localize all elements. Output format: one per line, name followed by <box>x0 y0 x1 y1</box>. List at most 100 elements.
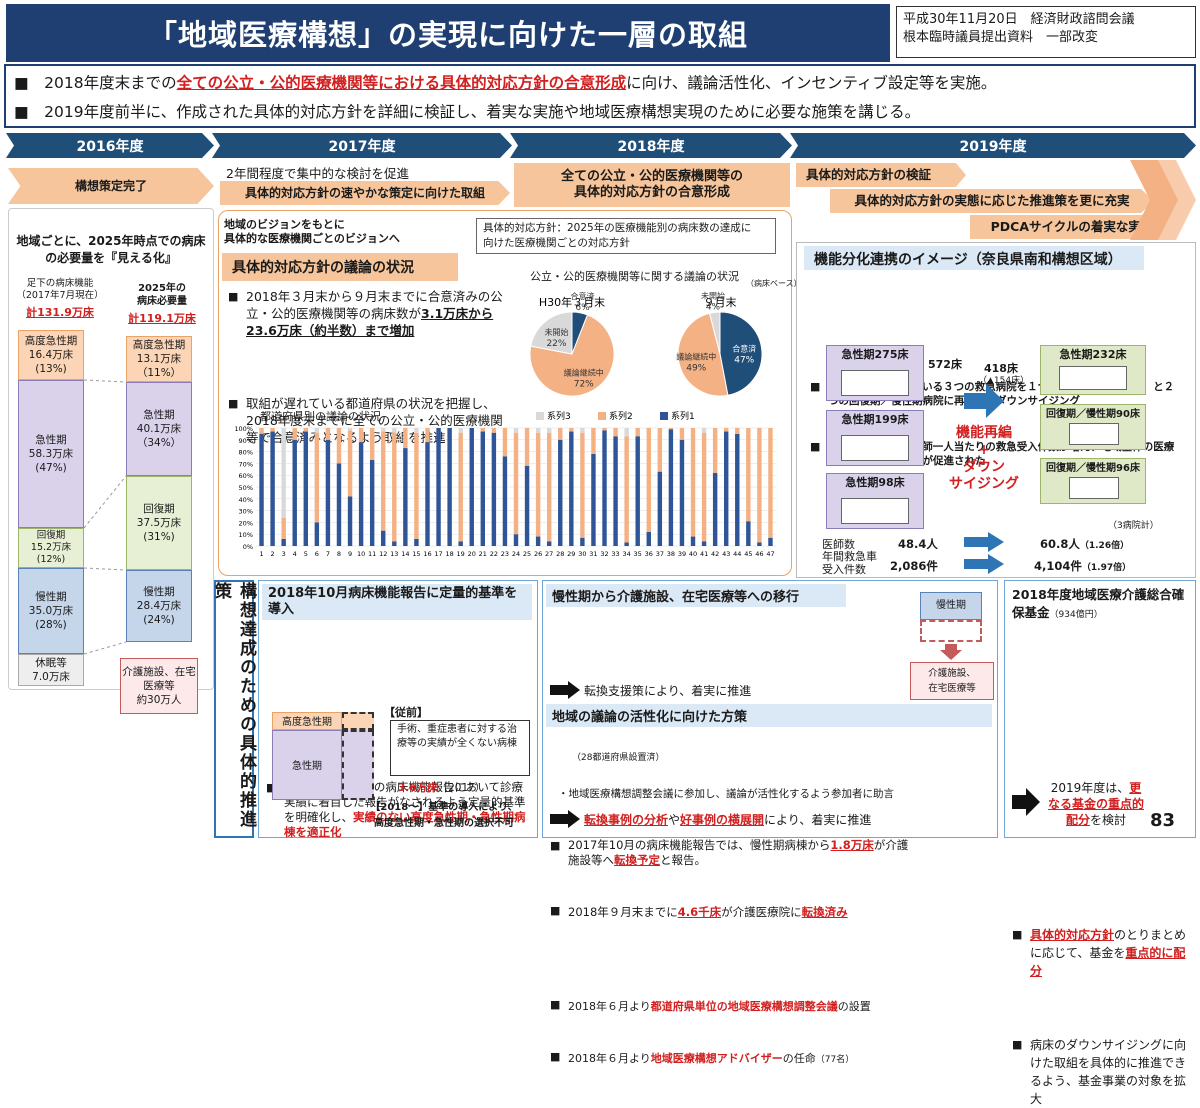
bar-segment <box>757 428 762 543</box>
after-criteria: 【2018～】基準の導入により、 高度急性期・急性期の選択不可 <box>370 802 518 829</box>
discussion-status-panel <box>218 210 792 576</box>
bar-segment <box>358 442 364 546</box>
x-tick-label: 4 <box>293 550 297 558</box>
future-high-acute: 高度急性期 13.1万床 （11%） <box>126 336 192 382</box>
status-heading: 具体的対応方針の議論の状況 <box>222 253 458 281</box>
future-recovery: 回復期 37.5万床 (31%) <box>126 476 192 570</box>
bar-segment <box>347 496 353 546</box>
bar-segment <box>259 433 264 546</box>
bar-segment <box>392 541 397 546</box>
bar-segment <box>613 436 618 546</box>
bar-segment <box>635 428 640 437</box>
x-tick-label: 41 <box>700 550 708 558</box>
x-tick-label: 20 <box>468 550 476 558</box>
before-total: 572床 <box>928 358 962 371</box>
bar-segment <box>292 428 297 440</box>
ha3-label: 回復期／慢性期96床 <box>1046 463 1140 474</box>
bar-segment <box>480 431 486 546</box>
activation-note-2: ・地域医療構想調整会議に参加し、議論が活性化するよう参加者に助言 <box>558 788 894 800</box>
bar-segment <box>270 428 275 432</box>
chronic-point-2: 2018年９月末までに4.6千床が介護医療院に転換済み <box>550 904 910 920</box>
x-tick-label: 34 <box>622 550 630 558</box>
hospital-before-3: 急性期98床 <box>826 473 924 529</box>
arrow-down-icon <box>940 644 962 660</box>
bar-segment <box>580 432 585 538</box>
bar-segment <box>281 428 286 518</box>
after-delta: （▲154床） <box>978 376 1030 386</box>
y-tick-label: 20% <box>239 519 253 527</box>
zero-record-count: 3.6万床（2017） <box>398 782 486 794</box>
pie-slice <box>677 312 729 397</box>
bar-segment <box>602 428 607 431</box>
bar-segment <box>701 432 707 542</box>
bar-segment <box>325 428 331 440</box>
x-tick-label: 36 <box>645 550 653 558</box>
bar-segment <box>535 432 541 537</box>
bar-segment <box>381 428 386 432</box>
bar-segment <box>314 522 320 546</box>
bar-segment <box>491 428 497 433</box>
pie-label: 未開始 <box>701 290 725 300</box>
x-tick-label: 9 <box>348 550 352 558</box>
summary-bullet-1: ■ 2018年度末までの全ての公立・公的医療機関等における具体的対応方針の合意形… <box>14 74 997 92</box>
legend-swatch <box>660 412 668 420</box>
bar-segment <box>768 537 773 546</box>
banner-2018: 全ての公立・公的医療機関等の 具体的対応方針の合意形成 <box>514 163 790 207</box>
pie-value: 6% <box>575 303 590 313</box>
bar-segment <box>657 428 663 472</box>
banner-2017: 具体的対応方針の速やかな策定に向けた取組 <box>220 181 510 205</box>
bar-segment <box>724 428 729 432</box>
activation-point-1: 2018年６月より都道府県単位の地域医療構想調整会議の設置 <box>550 998 990 1014</box>
bar-segment <box>602 430 607 546</box>
acute-box: 急性期 <box>272 730 342 800</box>
bar-segment <box>646 428 651 532</box>
pie-label: 合意済 <box>570 291 594 301</box>
bar-segment <box>314 428 320 433</box>
year-2016: 2016年度 <box>6 133 214 158</box>
bar-segment <box>690 428 696 537</box>
topline-2017: 2年間程度で集中的な検討を促進 <box>226 166 409 181</box>
legend-label: 系列1 <box>671 410 695 422</box>
bar-segment <box>491 432 497 546</box>
x-tick-label: 23 <box>501 550 509 558</box>
bar-segment <box>336 463 342 546</box>
pie-value: 47% <box>734 356 754 366</box>
current-recovery: 回復期 15.2万床 (12%) <box>18 528 84 568</box>
hospital-icon <box>1069 423 1119 445</box>
x-tick-label: 27 <box>545 550 553 558</box>
arrow-right-icon <box>964 554 1004 574</box>
chronic-box: 慢性期 <box>920 592 982 620</box>
bar-segment <box>524 465 530 546</box>
hospital-icon <box>841 498 909 524</box>
hb3-label: 急性期98床 <box>845 476 905 489</box>
bar-segment <box>513 428 519 433</box>
bar-segment <box>414 432 419 539</box>
pie-label: 未開始 <box>544 327 568 337</box>
ha2-label: 回復期／慢性期90床 <box>1046 409 1140 420</box>
x-tick-label: 17 <box>434 550 442 558</box>
bar-segment <box>690 536 696 546</box>
x-tick-label: 14 <box>401 550 409 558</box>
bed-comparison-panel <box>8 208 214 690</box>
criteria-title: 2018年10月病床機能報告に定量的基準を導入 <box>262 584 532 620</box>
bar-segment <box>381 431 386 531</box>
pie-slice <box>708 311 721 355</box>
bar-segment <box>369 459 375 546</box>
activation-title: 地域の議論の活性化に向けた方策 <box>546 704 992 727</box>
hospital-icon <box>841 435 909 461</box>
x-tick-label: 39 <box>678 550 686 558</box>
bar-segment <box>591 453 596 546</box>
x-tick-label: 45 <box>744 550 752 558</box>
integration-title: 機能分化連携のイメージ（奈良県南和構想区域） <box>804 246 1144 270</box>
ha1-label: 急性期232床 <box>1059 348 1127 361</box>
hospital-icon <box>841 370 909 396</box>
y-tick-label: 30% <box>239 508 253 516</box>
bar-segment <box>447 428 452 546</box>
pie-label: 議論継続中 <box>676 351 716 361</box>
hb2-label: 急性期199床 <box>841 413 909 426</box>
transition-lines <box>84 379 126 655</box>
x-tick-label: 22 <box>490 550 498 558</box>
pie-value: 49% <box>686 363 706 373</box>
x-tick-label: 11 <box>368 550 376 558</box>
x-tick-label: 6 <box>315 550 319 558</box>
